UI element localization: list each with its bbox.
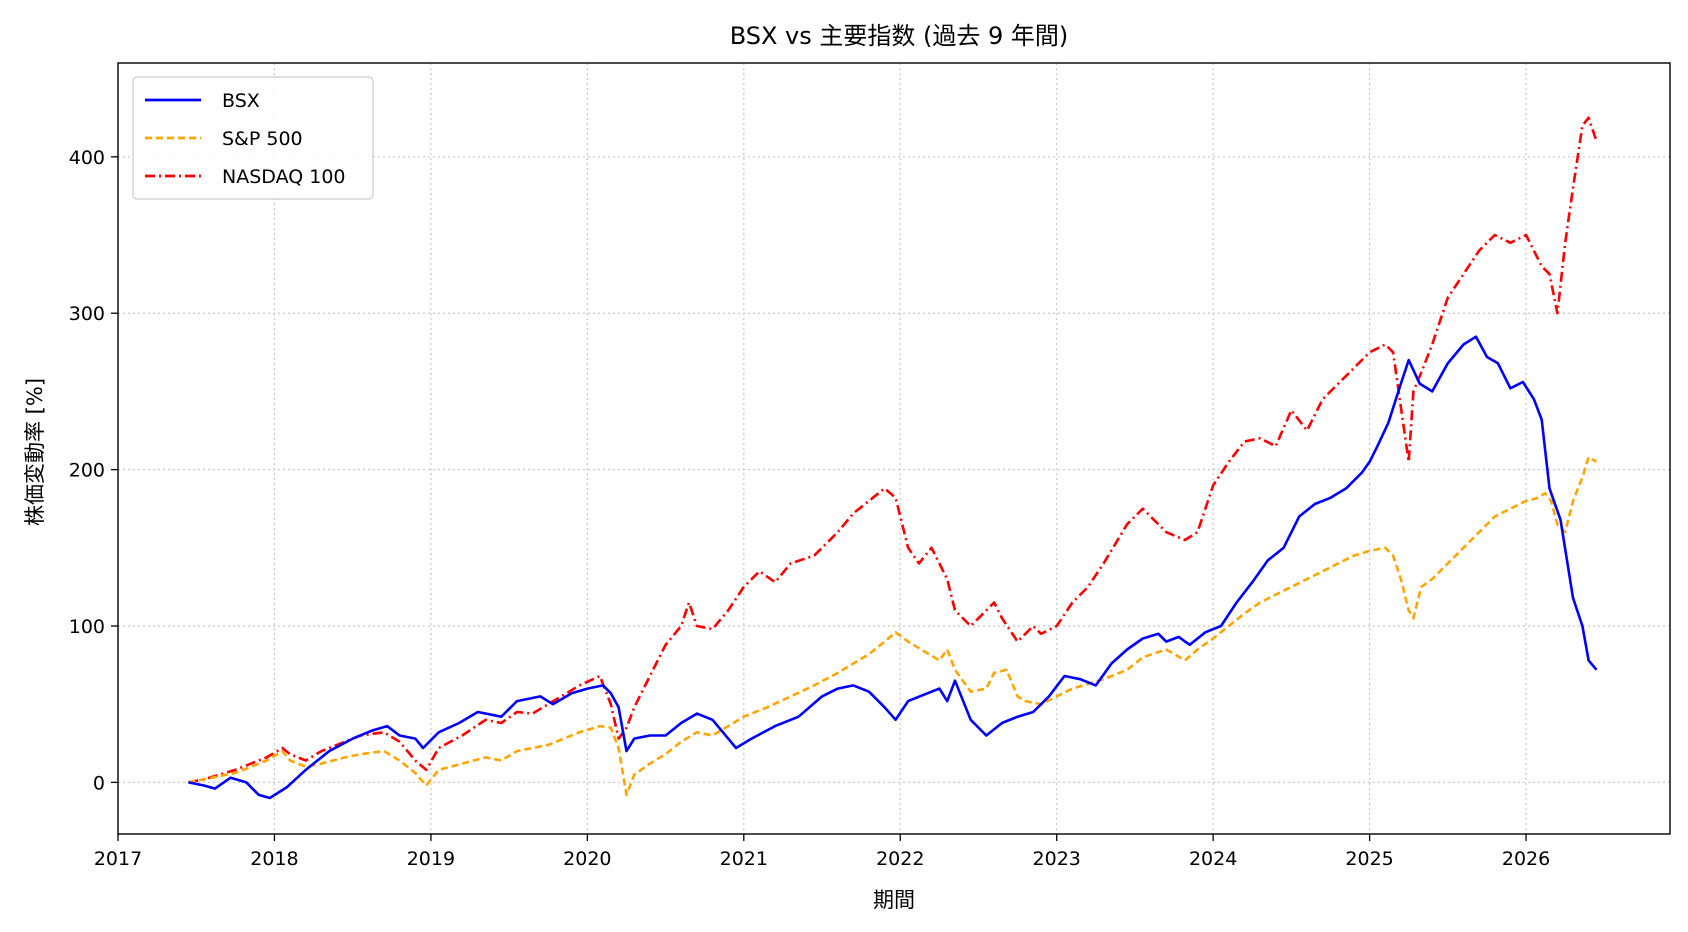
legend-box <box>132 76 374 200</box>
x-tick-label: 2026 <box>1502 848 1550 870</box>
legend: BSX S&P 500 NASDAQ 100 <box>132 76 374 200</box>
series-line-nasdaq100 <box>188 116 1598 784</box>
y-tick-label: 400 <box>69 147 105 169</box>
x-tick-label: 2022 <box>876 848 924 870</box>
x-tick-label: 2021 <box>720 848 768 870</box>
y-tick-label: 300 <box>69 303 105 325</box>
y-tick-label: 200 <box>69 460 105 482</box>
x-tick-label: 2020 <box>563 848 611 870</box>
series-line-bsx <box>188 335 1598 800</box>
y-tick-label: 100 <box>69 616 105 638</box>
x-axis: 2017 2018 2019 2020 2021 2022 2023 2024 2025 2026 <box>94 834 1550 870</box>
x-tick-label: 2018 <box>250 848 298 870</box>
plot-area-frame <box>117 62 1671 835</box>
legend-label-bsx: BSX <box>222 90 260 112</box>
chart-title: BSX vs 主要指数 (過去 9 年間) <box>730 22 1069 50</box>
x-axis-title: 期間 <box>873 888 915 912</box>
x-tick-label: 2024 <box>1189 848 1237 870</box>
x-tick-label: 2017 <box>94 848 142 870</box>
y-axis-title: 株価変動率 [%] <box>23 378 47 526</box>
y-tick-label: 0 <box>93 772 105 794</box>
series-layer <box>188 116 1598 800</box>
series-line-sp500 <box>188 455 1598 797</box>
legend-label-nasdaq100: NASDAQ 100 <box>222 166 346 188</box>
y-axis: 0 100 200 300 400 <box>69 147 118 794</box>
x-tick-label: 2025 <box>1345 848 1393 870</box>
legend-label-sp500: S&P 500 <box>222 128 303 150</box>
x-tick-label: 2019 <box>407 848 455 870</box>
x-tick-label: 2023 <box>1033 848 1081 870</box>
